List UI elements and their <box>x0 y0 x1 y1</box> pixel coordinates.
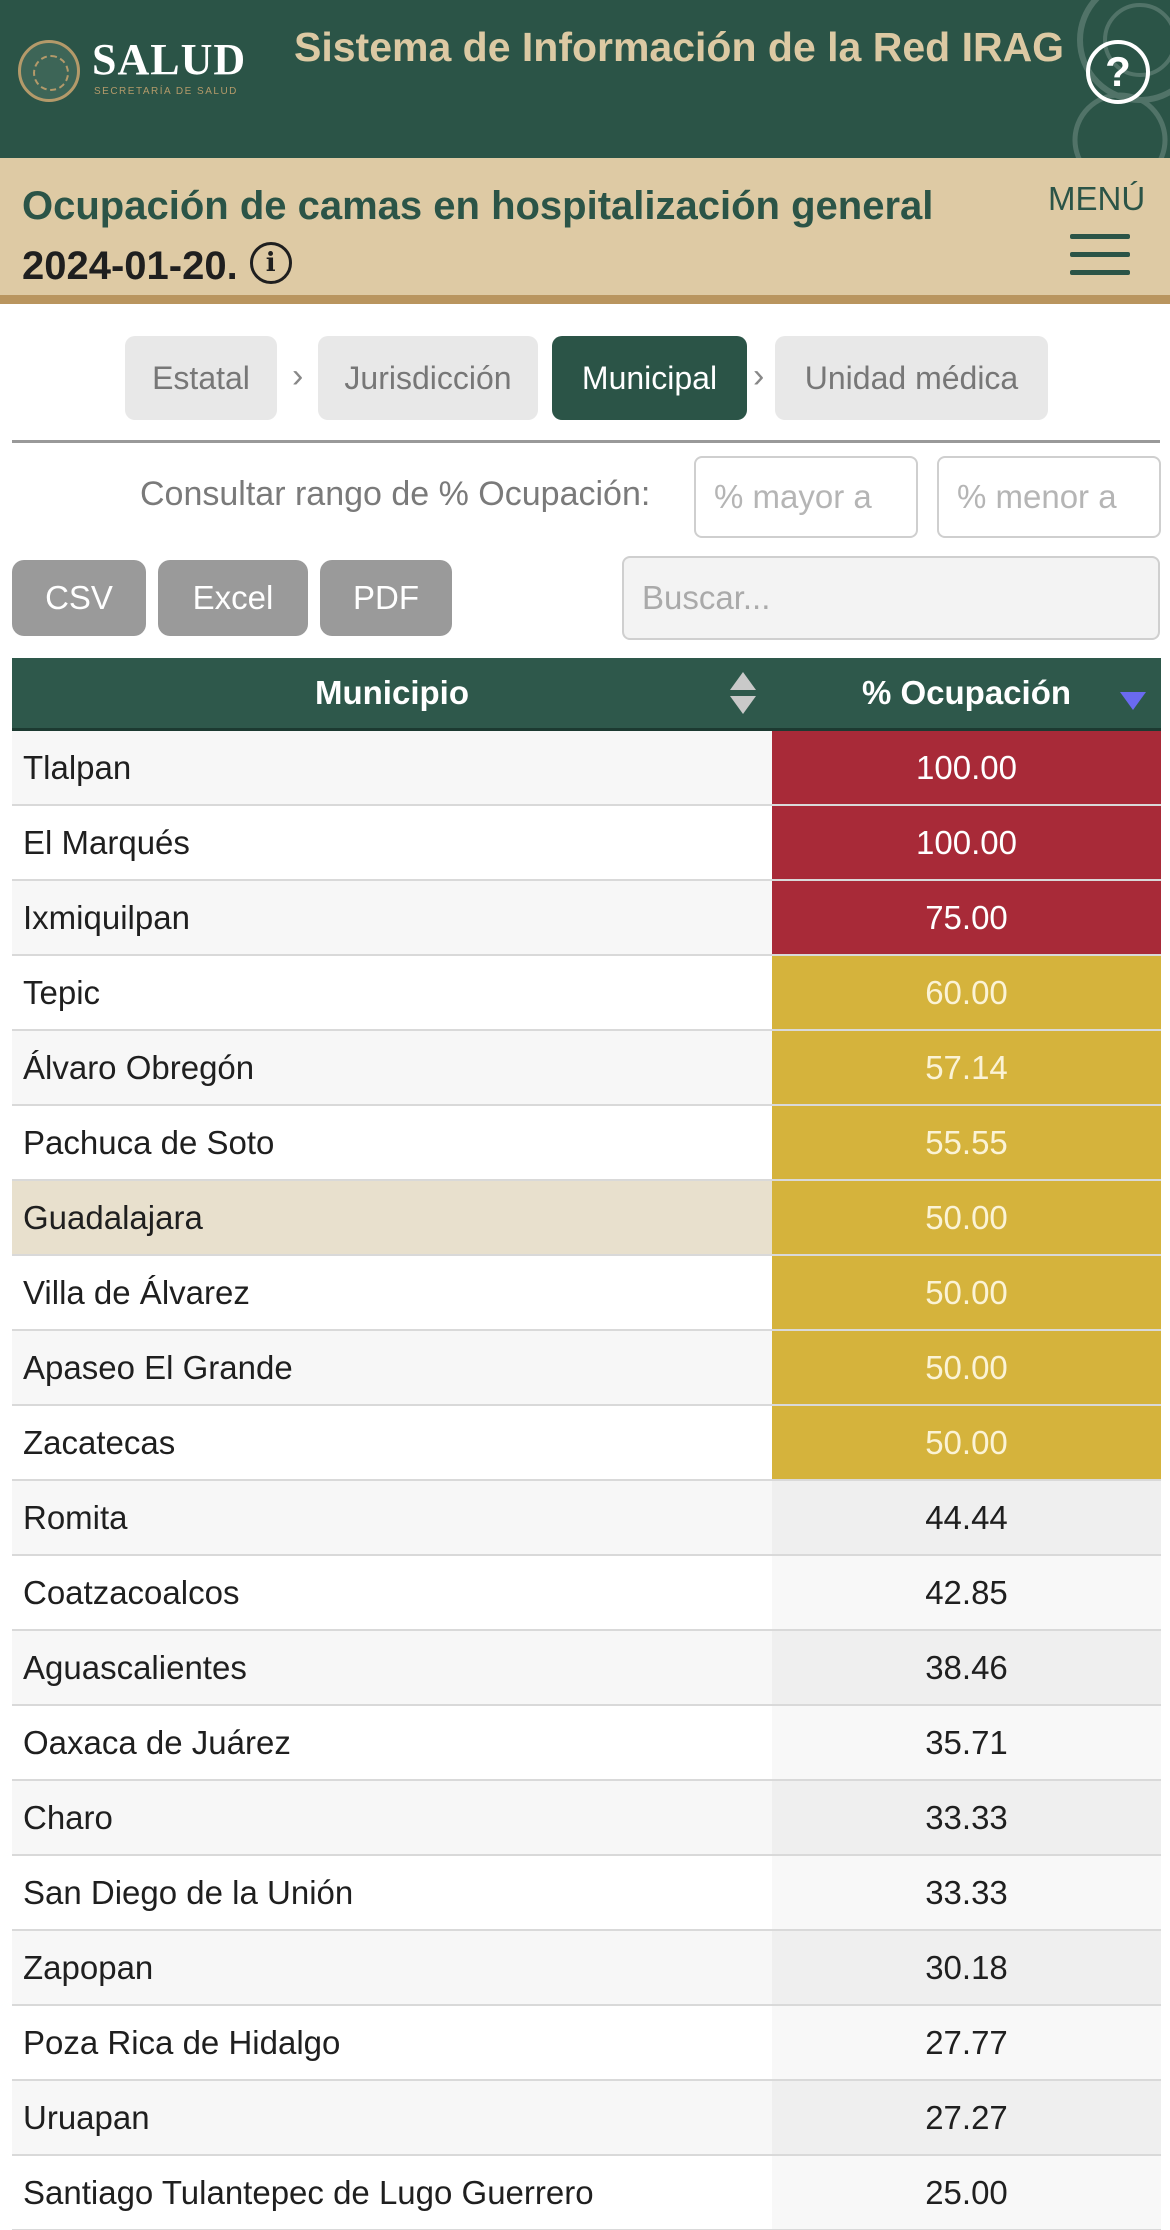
max-occupancy-input[interactable] <box>937 456 1161 538</box>
table-row[interactable]: Oaxaca de Juárez 35.71 <box>12 1706 1161 1781</box>
table-row[interactable]: Coatzacoalcos 42.85 <box>12 1556 1161 1631</box>
municipio-cell: Apaseo El Grande <box>12 1331 772 1404</box>
municipio-cell: Oaxaca de Juárez <box>12 1706 772 1779</box>
table-header: Municipio % Ocupación <box>12 658 1161 731</box>
table-row[interactable]: San Diego de la Unión 33.33 <box>12 1856 1161 1931</box>
ocupacion-cell: 25.00 <box>772 2156 1161 2229</box>
ocupacion-cell: 75.00 <box>772 881 1161 954</box>
info-icon[interactable]: i <box>249 242 292 284</box>
breadcrumb-municipal[interactable]: Municipal <box>552 336 747 420</box>
search-input[interactable] <box>622 556 1160 640</box>
municipio-cell: San Diego de la Unión <box>12 1856 772 1929</box>
coat-of-arms-icon <box>18 40 80 102</box>
municipio-cell: Romita <box>12 1481 772 1554</box>
ocupacion-cell: 42.85 <box>772 1556 1161 1629</box>
table-row[interactable]: Santiago Tulantepec de Lugo Guerrero 25.0… <box>12 2156 1161 2230</box>
municipio-cell: Charo <box>12 1781 772 1854</box>
logo-text: SALUD <box>92 35 247 84</box>
ocupacion-cell: 38.46 <box>772 1631 1161 1704</box>
municipio-cell: El Marqués <box>12 806 772 879</box>
menu-label[interactable]: MENÚ <box>1048 180 1146 217</box>
breadcrumb-unidad-medica[interactable]: Unidad médica <box>775 336 1048 420</box>
breadcrumb-jurisdiccion[interactable]: Jurisdicción <box>318 336 538 420</box>
municipio-cell: Santiago Tulantepec de Lugo Guerrero <box>12 2156 772 2229</box>
page-title-text: Ocupación de camas en hospitalización ge… <box>22 184 934 228</box>
table-row[interactable]: Apaseo El Grande 50.00 <box>12 1331 1161 1406</box>
system-title: Sistema de Información de la Red IRAG <box>294 24 1065 70</box>
ocupacion-cell: 35.71 <box>772 1706 1161 1779</box>
table-row[interactable]: Uruapan 27.27 <box>12 2081 1161 2156</box>
municipio-cell: Uruapan <box>12 2081 772 2154</box>
min-occupancy-input[interactable] <box>694 456 918 538</box>
sort-descending-icon[interactable] <box>1120 692 1146 710</box>
ocupacion-cell: 27.77 <box>772 2006 1161 2079</box>
table-row[interactable]: Tepic 60.00 <box>12 956 1161 1031</box>
ocupacion-cell: 27.27 <box>772 2081 1161 2154</box>
site-header: SALUD SECRETARÍA DE SALUD Sistema de Inf… <box>0 0 1170 158</box>
municipio-cell: Tepic <box>12 956 772 1029</box>
municipio-cell: Coatzacoalcos <box>12 1556 772 1629</box>
ocupacion-cell: 55.55 <box>772 1106 1161 1179</box>
chevron-right-icon: › <box>292 357 304 395</box>
help-button[interactable]: ? <box>1086 40 1150 104</box>
municipio-cell: Zacatecas <box>12 1406 772 1479</box>
ocupacion-cell: 57.14 <box>772 1031 1161 1104</box>
report-date: 2024-01-20. <box>22 244 238 288</box>
pdf-button[interactable]: PDF <box>320 560 452 636</box>
table-row[interactable]: Aguascalientes 38.46 <box>12 1631 1161 1706</box>
ocupacion-cell: 50.00 <box>772 1256 1161 1329</box>
page-title: Ocupación de camas en hospitalización ge… <box>22 176 952 296</box>
ocupacion-cell: 100.00 <box>772 731 1161 804</box>
table-row[interactable]: Villa de Álvarez 50.00 <box>12 1256 1161 1331</box>
ocupacion-cell: 33.33 <box>772 1781 1161 1854</box>
ocupacion-cell: 100.00 <box>772 806 1161 879</box>
hamburger-menu-icon[interactable] <box>1070 234 1130 276</box>
municipio-cell: Zapopan <box>12 1931 772 2004</box>
logo-subtitle: SECRETARÍA DE SALUD <box>94 86 238 97</box>
municipio-cell: Tlalpan <box>12 731 772 804</box>
page-header: Ocupación de camas en hospitalización ge… <box>0 158 1170 304</box>
table-row[interactable]: El Marqués 100.00 <box>12 806 1161 881</box>
sort-icon[interactable] <box>730 672 758 716</box>
column-header-ocupacion[interactable]: % Ocupación <box>861 674 1072 711</box>
table-row[interactable]: Zacatecas 50.00 <box>12 1406 1161 1481</box>
table-row[interactable]: Guadalajara 50.00 <box>12 1181 1161 1256</box>
csv-button[interactable]: CSV <box>12 560 146 636</box>
ocupacion-cell: 60.00 <box>772 956 1161 1029</box>
municipio-cell: Ixmiquilpan <box>12 881 772 954</box>
ocupacion-cell: 50.00 <box>772 1406 1161 1479</box>
municipio-cell: Álvaro Obregón <box>12 1031 772 1104</box>
column-header-municipio[interactable]: Municipio <box>315 674 469 711</box>
table-row[interactable]: Álvaro Obregón 57.14 <box>12 1031 1161 1106</box>
chevron-right-icon: › <box>753 357 765 395</box>
municipio-cell: Guadalajara <box>12 1181 772 1254</box>
table-row[interactable]: Tlalpan 100.00 <box>12 731 1161 806</box>
table-row[interactable]: Pachuca de Soto 55.55 <box>12 1106 1161 1181</box>
ocupacion-cell: 30.18 <box>772 1931 1161 2004</box>
ocupacion-cell: 50.00 <box>772 1331 1161 1404</box>
table-row[interactable]: Charo 33.33 <box>12 1781 1161 1856</box>
municipio-cell: Aguascalientes <box>12 1631 772 1704</box>
divider <box>12 440 1160 443</box>
ocupacion-cell: 50.00 <box>772 1181 1161 1254</box>
occupancy-table: Municipio % Ocupación Tlalpan 100.00 El Ma… <box>12 658 1161 2230</box>
range-filter-label: Consultar rango de % Ocupación: <box>140 475 651 513</box>
municipio-cell: Villa de Álvarez <box>12 1256 772 1329</box>
table-body: Tlalpan 100.00 El Marqués 100.00 Ixmiquilpan… <box>12 731 1161 2230</box>
table-row[interactable]: Romita 44.44 <box>12 1481 1161 1556</box>
table-row[interactable]: Zapopan 30.18 <box>12 1931 1161 2006</box>
excel-button[interactable]: Excel <box>158 560 308 636</box>
ocupacion-cell: 44.44 <box>772 1481 1161 1554</box>
municipio-cell: Poza Rica de Hidalgo <box>12 2006 772 2079</box>
table-row[interactable]: Poza Rica de Hidalgo 27.77 <box>12 2006 1161 2081</box>
table-row[interactable]: Ixmiquilpan 75.00 <box>12 881 1161 956</box>
breadcrumb-estatal[interactable]: Estatal <box>125 336 277 420</box>
ocupacion-cell: 33.33 <box>772 1856 1161 1929</box>
question-circle-icon: ? <box>1105 48 1131 95</box>
municipio-cell: Pachuca de Soto <box>12 1106 772 1179</box>
